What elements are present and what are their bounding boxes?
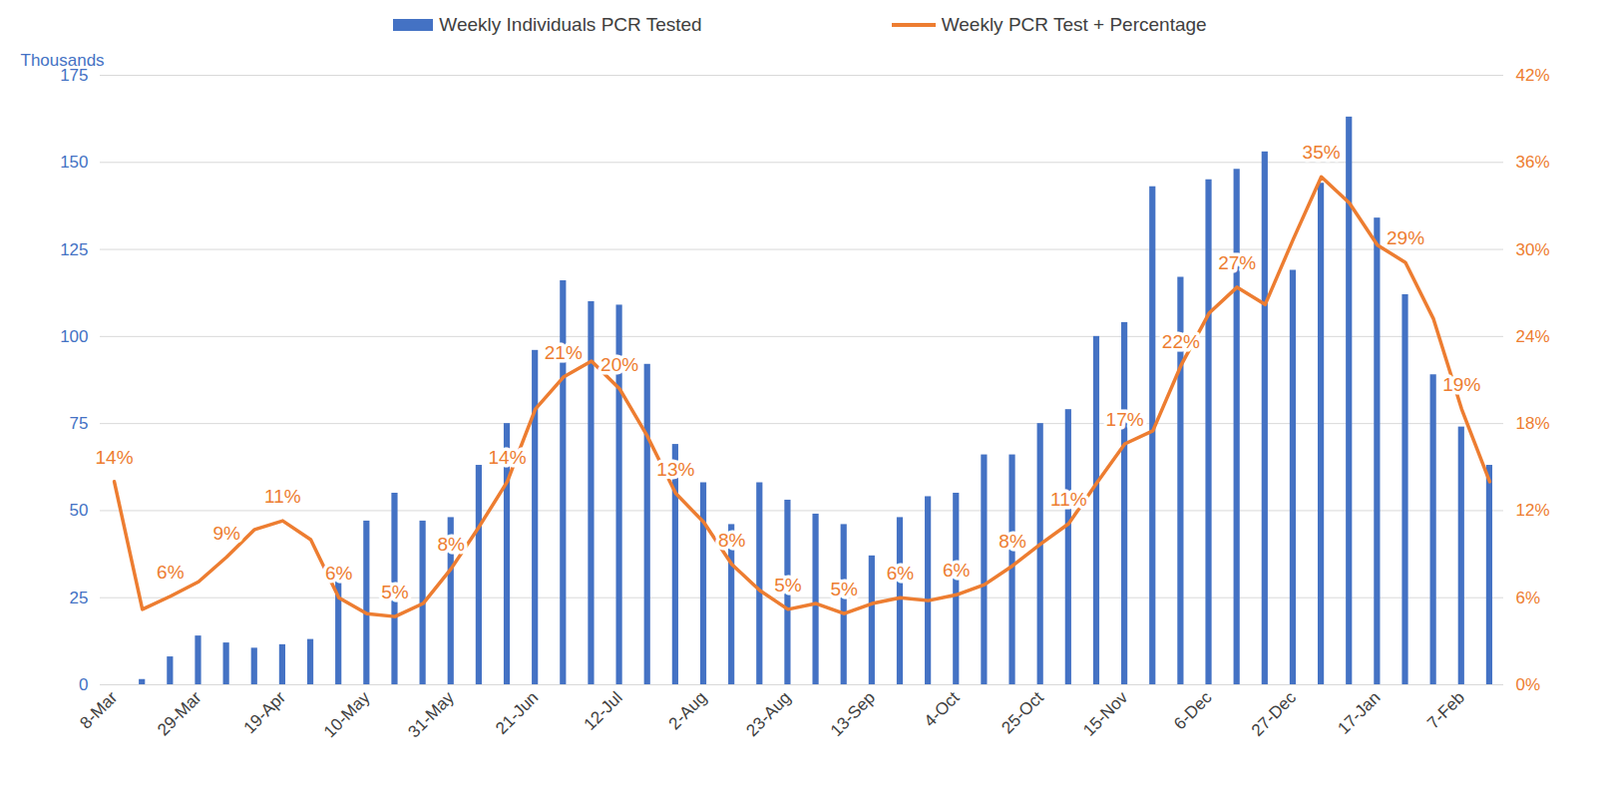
svg-text:7-Feb: 7-Feb	[1423, 688, 1469, 734]
svg-text:Thousands: Thousands	[20, 50, 105, 70]
svg-text:50: 50	[69, 500, 89, 520]
svg-text:18%: 18%	[1516, 413, 1551, 433]
svg-text:25: 25	[69, 588, 89, 608]
svg-text:6%: 6%	[1516, 588, 1542, 608]
svg-text:13%: 13%	[656, 458, 695, 480]
svg-text:175: 175	[59, 65, 89, 85]
svg-text:75: 75	[69, 413, 89, 433]
svg-text:17-Jan: 17-Jan	[1333, 688, 1384, 739]
svg-text:20%: 20%	[600, 354, 639, 376]
svg-text:6%: 6%	[325, 562, 354, 584]
svg-text:19%: 19%	[1442, 374, 1481, 396]
svg-text:17%: 17%	[1106, 408, 1145, 430]
svg-text:31-May: 31-May	[403, 687, 458, 742]
svg-text:6-Dec: 6-Dec	[1170, 687, 1216, 734]
svg-text:35%: 35%	[1302, 141, 1341, 163]
svg-text:11%: 11%	[1050, 488, 1088, 510]
svg-text:36%: 36%	[1516, 152, 1551, 172]
svg-text:6%: 6%	[886, 562, 915, 584]
svg-text:5%: 5%	[774, 574, 802, 596]
svg-text:30%: 30%	[1516, 240, 1551, 260]
svg-text:29%: 29%	[1386, 227, 1425, 249]
svg-text:11%: 11%	[264, 485, 302, 507]
svg-text:8-Mar: 8-Mar	[75, 688, 121, 734]
svg-text:13-Sep: 13-Sep	[826, 688, 879, 741]
svg-text:0%: 0%	[1516, 675, 1542, 695]
svg-text:100: 100	[59, 327, 88, 347]
svg-text:10-May: 10-May	[320, 687, 375, 742]
svg-text:27-Dec: 27-Dec	[1247, 687, 1301, 741]
svg-text:42%: 42%	[1516, 65, 1551, 85]
svg-text:6%: 6%	[942, 559, 971, 581]
svg-text:125: 125	[59, 240, 88, 260]
svg-text:27%: 27%	[1217, 252, 1256, 274]
svg-text:12%: 12%	[1516, 500, 1551, 520]
svg-text:29-Mar: 29-Mar	[153, 688, 206, 741]
svg-text:8%: 8%	[718, 529, 747, 551]
html-text:Weekly Individuals PCR Tested: Weekly Individuals PCR Tested	[439, 13, 702, 35]
svg-text:6%: 6%	[156, 561, 185, 583]
svg-text:14%: 14%	[95, 446, 134, 468]
svg-text:2-Aug: 2-Aug	[665, 688, 712, 735]
svg-text:5%: 5%	[829, 578, 858, 600]
svg-text:19-Apr: 19-Apr	[240, 688, 291, 739]
svg-text:5%: 5%	[381, 581, 409, 603]
svg-text:8%: 8%	[998, 530, 1027, 552]
svg-text:4-Oct: 4-Oct	[920, 688, 964, 732]
svg-text:15-Nov: 15-Nov	[1079, 687, 1133, 741]
svg-text:12-Jul: 12-Jul	[580, 688, 627, 735]
html-text:Weekly PCR Test + Percentage: Weekly PCR Test + Percentage	[941, 13, 1207, 35]
svg-text:14%: 14%	[488, 446, 527, 468]
svg-text:21-Jun: 21-Jun	[491, 688, 542, 739]
svg-text:25-Oct: 25-Oct	[997, 688, 1048, 739]
svg-text:0: 0	[78, 675, 88, 695]
svg-text:23-Aug: 23-Aug	[742, 688, 795, 741]
svg-text:21%: 21%	[544, 342, 583, 364]
svg-text:8%: 8%	[437, 533, 466, 555]
svg-text:22%: 22%	[1162, 331, 1200, 353]
svg-text:24%: 24%	[1516, 327, 1551, 347]
svg-text:150: 150	[59, 152, 88, 172]
svg-text:9%: 9%	[212, 522, 241, 544]
